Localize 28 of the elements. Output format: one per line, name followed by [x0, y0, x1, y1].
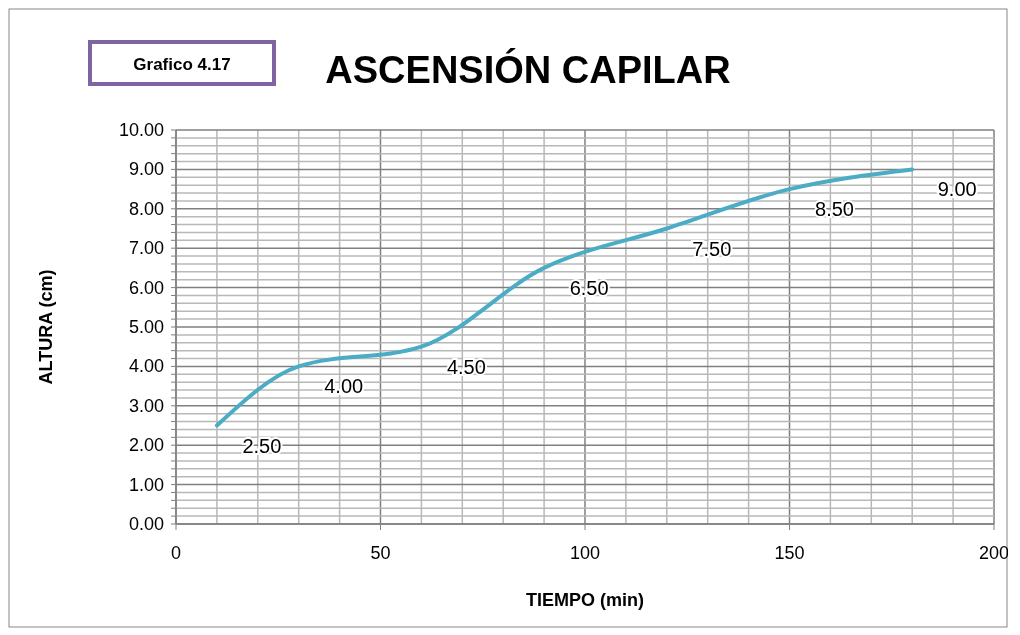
y-tick-label: 3.00 [128, 395, 164, 416]
x-tick-label: 50 [370, 543, 391, 563]
x-axis-title: TIEMPO (min) [526, 590, 644, 610]
chart-title: ASCENSIÓN CAPILAR [325, 48, 731, 91]
text: 8.50 [815, 198, 854, 221]
y-tick-label: 9.00 [128, 159, 164, 180]
text: 4.00 [324, 375, 364, 398]
text: 9.00 [937, 178, 977, 201]
x-tick-label: 100 [569, 543, 601, 563]
y-tick-label: 7.00 [128, 238, 164, 259]
text: 4.50 [446, 355, 486, 378]
text: 7.50 [692, 237, 732, 260]
y-axis-title: ALTURA (cm) [36, 269, 56, 385]
y-tick-label: 1.00 [128, 474, 164, 495]
text: 2.50 [242, 434, 282, 457]
x-tick-label: 0 [170, 543, 182, 563]
y-tick-label: 4.00 [128, 356, 164, 377]
text: 6.50 [569, 276, 609, 299]
x-tick-label: 150 [774, 543, 805, 563]
y-tick-label: 8.00 [128, 198, 164, 219]
y-tick-label: 0.00 [128, 514, 164, 534]
y-tick-label: 6.00 [128, 277, 164, 298]
x-tick-label: 200 [978, 543, 1010, 563]
y-tick-label: 5.00 [128, 317, 164, 337]
text: Grafico 4.17 [133, 55, 231, 74]
y-tick-label: 10.00 [118, 120, 164, 140]
line-series [214, 167, 915, 428]
y-tick-label: 2.00 [128, 435, 164, 456]
